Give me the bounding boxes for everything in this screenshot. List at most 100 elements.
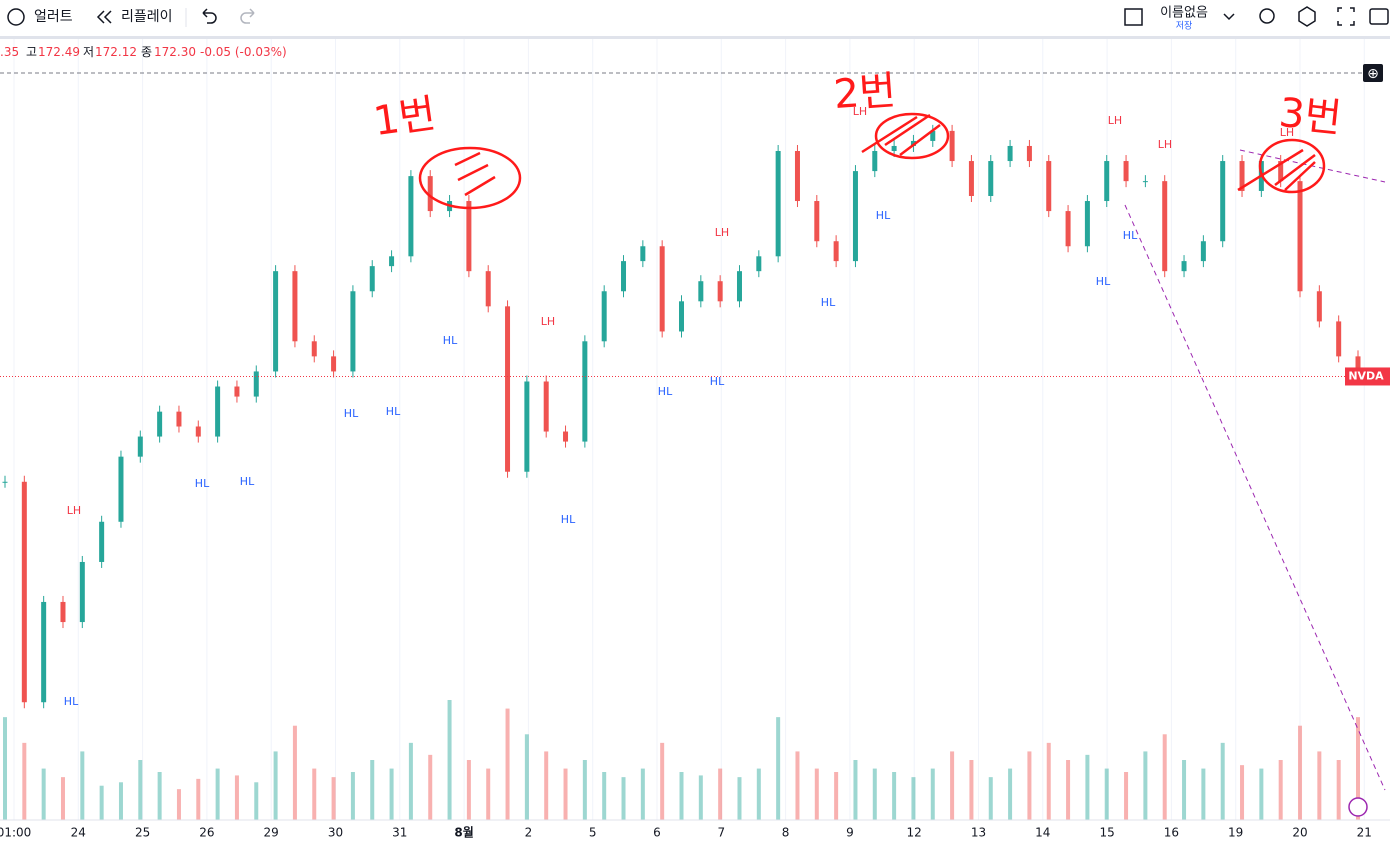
candle: [485, 271, 491, 307]
layout-name[interactable]: 이름없음: [1160, 6, 1208, 21]
swing-label: LH: [1108, 114, 1122, 127]
candle: [640, 246, 646, 262]
candle: [601, 291, 607, 342]
undo-button[interactable]: [202, 8, 217, 24]
candle: [1316, 291, 1322, 322]
volume-bar: [1104, 768, 1109, 820]
volume-bar: [138, 760, 143, 820]
candle: [1239, 161, 1245, 191]
swing-label: LH: [1158, 138, 1172, 151]
x-tick-label: 15: [1099, 826, 1114, 840]
add-icon[interactable]: ⊕: [1367, 66, 1379, 82]
volume-bar: [3, 717, 7, 820]
x-tick-label: 21: [1357, 826, 1372, 840]
legend-low: 172.12: [95, 45, 137, 59]
volume-bar: [853, 760, 858, 820]
candle: [698, 281, 704, 302]
candle: [775, 150, 781, 257]
volume-bar: [22, 742, 27, 820]
volume-bar: [814, 768, 819, 820]
x-tick-label: 12: [907, 826, 922, 840]
volume-bar: [176, 789, 181, 820]
candle: [659, 246, 665, 332]
x-tick-label: 20: [1292, 826, 1307, 840]
fullscreen-button[interactable]: [1337, 7, 1355, 26]
volume-bar: [408, 742, 413, 820]
swing-label: HL: [821, 296, 836, 309]
volume-bar: [988, 777, 993, 820]
toolbar: 얼러트 리플레이 이름없음 저장: [0, 0, 1390, 39]
volume-bar: [1220, 742, 1225, 820]
volume-bar: [718, 768, 723, 820]
candle: [949, 130, 955, 162]
alert-button[interactable]: 얼러트: [34, 9, 73, 25]
volume-bar: [1201, 768, 1206, 820]
x-tick-label: 9: [846, 826, 854, 840]
volume-bar: [1162, 734, 1167, 820]
replay-button[interactable]: 리플레이: [121, 9, 173, 25]
candle: [253, 371, 259, 397]
swing-label: LH: [715, 226, 729, 239]
volume-bar: [834, 772, 839, 820]
flash-button[interactable]: [1348, 797, 1368, 817]
volume-bar: [969, 760, 974, 820]
toolbar-border: [0, 36, 1390, 39]
quick-search[interactable]: [1259, 8, 1275, 24]
save-status[interactable]: 저장: [1176, 21, 1193, 32]
redo-button[interactable]: [240, 8, 255, 24]
candle: [756, 256, 762, 272]
volume-bar: [1008, 768, 1013, 820]
candle: [137, 436, 143, 457]
candle: [118, 456, 124, 522]
x-tick-label: 6: [653, 826, 661, 840]
candle: [1142, 181, 1148, 183]
swing-label: LH: [853, 105, 867, 118]
x-tick-label: 29: [264, 826, 279, 840]
candle: [621, 261, 627, 292]
screenshot-button[interactable]: [1369, 8, 1389, 25]
candle: [1181, 261, 1187, 272]
layout-button[interactable]: [1124, 8, 1143, 26]
x-tick-label: 2: [525, 826, 533, 840]
volume-bar: [1336, 760, 1341, 820]
volume-bar: [1046, 742, 1051, 820]
candle: [157, 411, 163, 437]
settings-button[interactable]: [1298, 6, 1316, 27]
volume-bar: [428, 754, 433, 820]
volume-bar: [157, 772, 162, 820]
volume-bar: [312, 768, 317, 820]
candle: [524, 381, 530, 472]
candle: [543, 381, 549, 432]
candle: [273, 271, 279, 372]
volume-bar: [486, 768, 491, 820]
volume-bar: [60, 777, 65, 820]
add-button[interactable]: [1363, 64, 1383, 82]
volume-bar: [679, 772, 684, 820]
alert-icon[interactable]: [7, 8, 25, 26]
x-tick-label: 24: [71, 826, 86, 840]
volume-bar: [389, 768, 394, 820]
x-axis-bg: [0, 820, 1390, 843]
candle: [679, 301, 684, 332]
volume-bar: [1240, 765, 1245, 820]
replay-icon[interactable]: [96, 10, 112, 24]
volume-bar: [698, 775, 703, 820]
candle: [1084, 201, 1090, 247]
candle: [794, 150, 800, 202]
candle: [79, 561, 85, 623]
legend-label: 저: [83, 45, 94, 59]
x-tick-label: 7: [717, 826, 725, 840]
candle: [427, 176, 433, 212]
volume-bar: [950, 751, 955, 820]
swing-label: HL: [561, 513, 576, 526]
layout-dropdown[interactable]: [1223, 13, 1235, 21]
legend-change: -0.05 (-0.03%): [200, 45, 287, 59]
legend-high: 172.49: [38, 45, 80, 59]
candle: [1200, 241, 1206, 262]
candle: [852, 171, 858, 262]
candle: [369, 266, 375, 292]
candle: [1336, 321, 1342, 357]
candle: [582, 341, 588, 442]
